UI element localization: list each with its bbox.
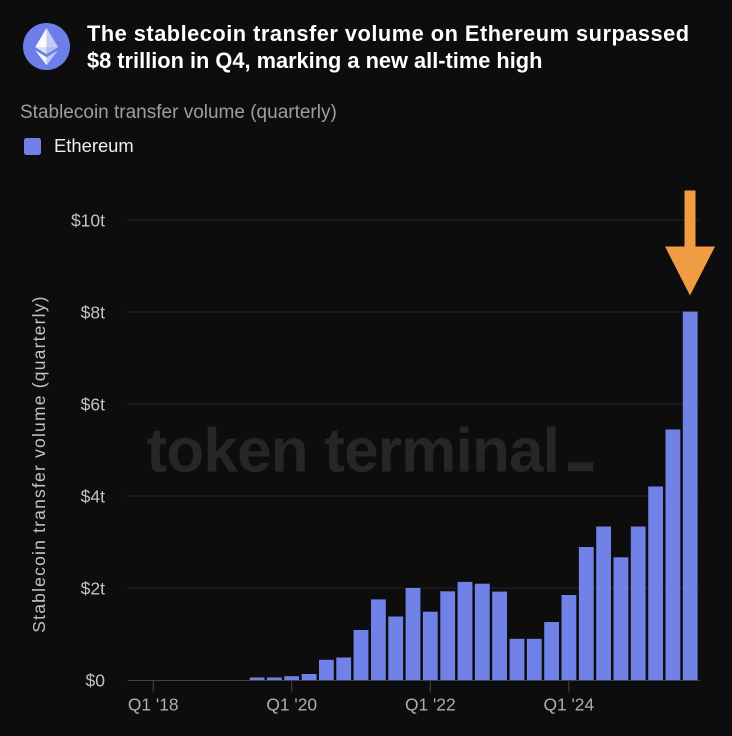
svg-text:Q1 '18: Q1 '18 [128, 695, 179, 715]
svg-text:$4t: $4t [81, 486, 105, 506]
svg-text:Q1 '20: Q1 '20 [266, 695, 317, 715]
svg-text:$2t: $2t [81, 578, 105, 598]
svg-text:Q1 '24: Q1 '24 [543, 695, 594, 715]
svg-text:$6t: $6t [81, 394, 105, 414]
svg-text:Stablecoin transfer volume (qu: Stablecoin transfer volume (quarterly) [29, 295, 49, 632]
svg-text:token terminal: token terminal [147, 416, 560, 485]
svg-text:$0: $0 [86, 670, 106, 690]
svg-text:$8t: $8t [81, 302, 105, 322]
svg-text:Q1 '22: Q1 '22 [405, 695, 456, 715]
svg-text:$10t: $10t [71, 210, 105, 230]
